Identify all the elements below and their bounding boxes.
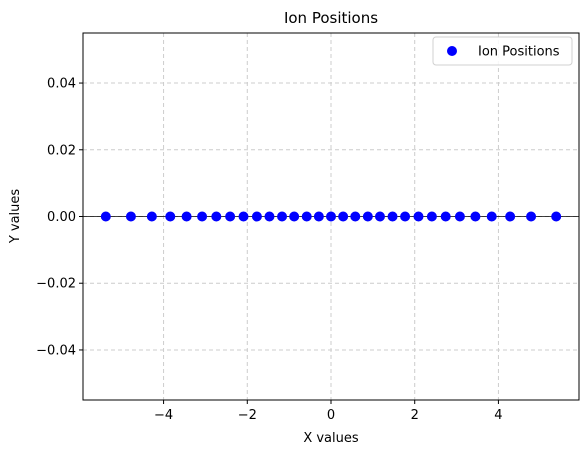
data-point — [486, 211, 497, 222]
legend-box — [432, 36, 573, 66]
data-point — [505, 211, 516, 222]
legend-label: Ion Positions — [478, 45, 560, 60]
data-point — [326, 211, 336, 222]
x-tick-label: −2 — [238, 408, 257, 423]
y-tick-label: −0.04 — [36, 343, 76, 358]
y-axis-ticks: −0.04 −0.02 0.00 0.02 0.04 — [36, 77, 83, 358]
data-point — [350, 211, 361, 222]
x-tick-label: 2 — [411, 408, 419, 423]
data-point — [387, 211, 398, 222]
data-point — [211, 211, 222, 222]
x-axis-label: X values — [303, 431, 359, 446]
data-point — [100, 211, 111, 222]
data-point — [277, 211, 288, 222]
chart-title: Ion Positions — [284, 9, 378, 27]
x-tick-label: 4 — [494, 408, 502, 423]
data-point — [301, 211, 312, 222]
data-point — [146, 211, 157, 222]
data-point — [374, 211, 385, 222]
x-tick-label: 0 — [327, 408, 335, 423]
y-tick-label: 0.00 — [47, 210, 76, 225]
y-tick-label: 0.04 — [47, 77, 76, 92]
data-point — [197, 211, 208, 222]
y-tick-label: 0.02 — [47, 143, 76, 158]
data-point — [362, 211, 373, 222]
data-point — [125, 211, 136, 222]
data-point — [426, 211, 437, 222]
x-tick-label: −4 — [154, 408, 173, 423]
y-tick-label: −0.02 — [36, 277, 76, 292]
data-point — [289, 211, 300, 222]
data-point — [400, 211, 411, 222]
x-axis-ticks: −4 −2 0 2 4 — [154, 400, 503, 423]
data-point — [413, 211, 424, 222]
data-point — [264, 211, 275, 222]
data-point — [165, 211, 176, 222]
data-point — [313, 211, 324, 222]
data-point — [181, 211, 192, 222]
data-point — [526, 211, 537, 222]
data-point — [251, 211, 262, 222]
data-point — [470, 211, 481, 222]
data-point — [238, 211, 249, 222]
data-point — [551, 211, 562, 222]
legend-marker — [447, 46, 457, 56]
data-points — [100, 211, 562, 222]
data-point — [454, 211, 465, 222]
data-point — [338, 211, 349, 222]
data-point — [225, 211, 236, 222]
y-axis-label: Y values — [8, 189, 23, 245]
legend: Ion Positions — [432, 36, 573, 66]
data-point — [440, 211, 451, 222]
